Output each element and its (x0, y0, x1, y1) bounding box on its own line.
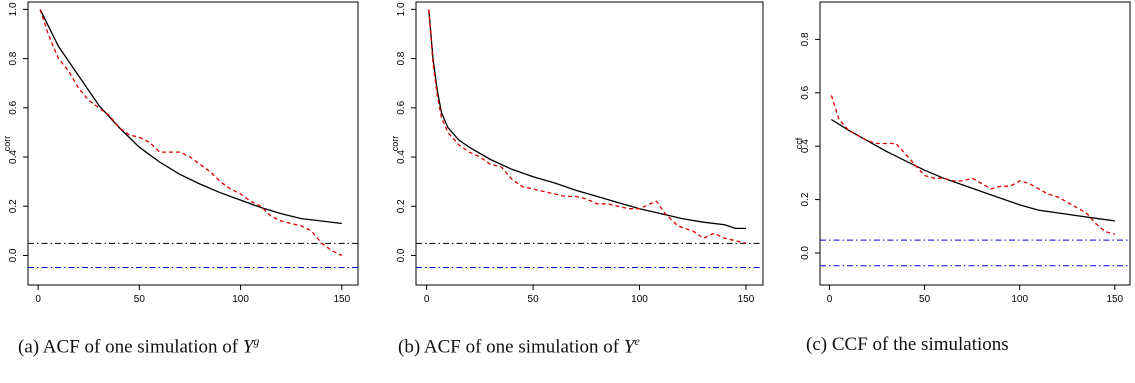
plot-frame (415, 1, 764, 286)
y-axis-label: ccf (794, 137, 804, 149)
series-line-solid (831, 118, 1115, 222)
caption-b-sup: e (634, 334, 640, 348)
series-line-dashed (428, 9, 747, 244)
y-axis-label: corr (390, 136, 400, 152)
caption-a-sup: g (253, 334, 260, 348)
y-tick-label: 0.2 (8, 199, 19, 213)
x-tick-label: 150 (738, 294, 755, 305)
series-line-solid (428, 9, 746, 230)
x-tick-label: 150 (1106, 294, 1123, 305)
y-tick-label: 0.4 (8, 150, 19, 164)
x-tick-label: 0 (827, 294, 833, 305)
plot-frame (27, 1, 359, 286)
x-tick-label: 50 (528, 294, 540, 305)
y-tick-label: 0.0 (8, 248, 19, 262)
x-tick-label: 100 (631, 294, 648, 305)
x-tick-label: 50 (919, 294, 931, 305)
caption-c-prefix: (c) (806, 334, 828, 355)
caption-b: (b) ACF of one simulation of Ye (398, 334, 640, 358)
y-tick-label: 0.8 (800, 32, 811, 46)
series-line-dashed (830, 95, 1115, 235)
y-tick-label: 1.0 (8, 2, 19, 16)
y-tick-label: 0.2 (396, 199, 407, 213)
x-tick-label: 150 (333, 294, 350, 305)
y-tick-label: 0.8 (8, 51, 19, 65)
y-tick-label: 0.2 (800, 192, 811, 206)
caption-b-var: Y (623, 336, 635, 358)
y-tick-label: 0.0 (396, 248, 407, 262)
series-line-dashed (39, 9, 343, 257)
y-tick-label: 0.8 (396, 51, 407, 65)
x-tick-label: 50 (134, 294, 146, 305)
y-axis-label: corr (2, 136, 12, 152)
series-line-solid (39, 9, 342, 225)
y-tick-label: 1.0 (396, 2, 407, 16)
y-tick-label: 0.6 (8, 100, 19, 114)
caption-c-text: CCF of the simulations (831, 334, 1009, 355)
y-tick-label: 0.6 (800, 85, 811, 99)
caption-a-var: Y (242, 336, 254, 358)
caption-b-prefix: (b) (398, 336, 421, 358)
x-tick-label: 100 (232, 294, 249, 305)
y-tick-label: 0.4 (396, 150, 407, 164)
caption-a-text: ACF of one simulation of (42, 336, 239, 358)
caption-b-text: ACF of one simulation of (423, 336, 620, 358)
caption-c: (c) CCF of the simulations (806, 334, 1009, 356)
y-tick-label: 0.0 (800, 246, 811, 260)
caption-a-prefix: (a) (18, 336, 40, 358)
plot-frame (819, 1, 1131, 286)
y-tick-label: 0.6 (396, 100, 407, 114)
x-tick-label: 100 (1011, 294, 1028, 305)
caption-a: (a) ACF of one simulation of Yg (18, 334, 259, 358)
y-tick-label: 0.4 (800, 139, 811, 153)
x-tick-label: 0 (35, 294, 41, 305)
x-tick-label: 0 (424, 294, 430, 305)
